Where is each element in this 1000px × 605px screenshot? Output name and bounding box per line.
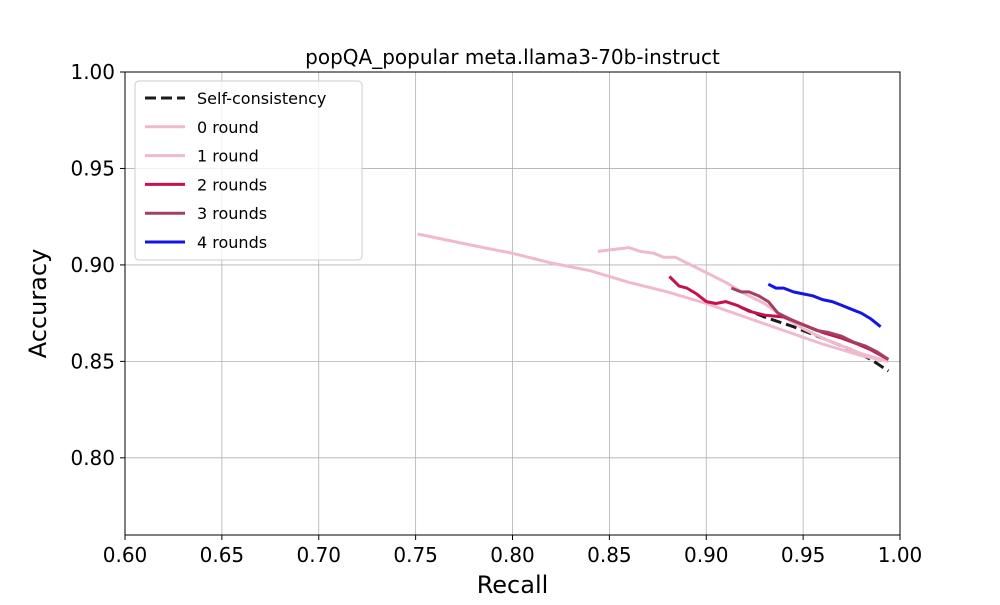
y-tick-label: 0.95 bbox=[70, 156, 115, 180]
legend: Self-consistency 0 round 1 round 2 rounds 3 … bbox=[134, 80, 363, 261]
y-tick-label: 1.00 bbox=[70, 60, 115, 84]
series-line-4 bbox=[730, 286, 890, 361]
x-tick-label: 1.00 bbox=[878, 543, 923, 567]
chart-title: popQA_popular meta.llama3-70b-instruct bbox=[305, 45, 720, 69]
x-tick-label: 0.80 bbox=[490, 543, 535, 567]
series-line-2 bbox=[597, 246, 889, 363]
y-tick-label: 0.80 bbox=[70, 446, 115, 470]
series-line-1 bbox=[417, 232, 889, 363]
series-lines bbox=[417, 232, 890, 373]
x-tick-label: 0.90 bbox=[684, 543, 729, 567]
x-tick-label: 0.95 bbox=[781, 543, 826, 567]
legend-label-4: 3 rounds bbox=[197, 204, 267, 223]
y-axis-label: Accuracy bbox=[24, 249, 52, 359]
legend-label-1: 0 round bbox=[197, 118, 259, 137]
legend-label-5: 4 rounds bbox=[197, 233, 267, 252]
x-tick-label: 0.60 bbox=[103, 543, 148, 567]
x-tick-label: 0.85 bbox=[587, 543, 632, 567]
legend-box bbox=[134, 80, 363, 261]
x-tick-label: 0.65 bbox=[200, 543, 245, 567]
x-tick-label: 0.75 bbox=[393, 543, 438, 567]
legend-label-0: Self-consistency bbox=[197, 89, 326, 108]
y-tick-label: 0.90 bbox=[70, 253, 115, 277]
legend-label-2: 1 round bbox=[197, 147, 259, 166]
y-tick-label: 0.85 bbox=[70, 349, 115, 373]
x-axis-label: Recall bbox=[477, 571, 549, 599]
x-tick-label: 0.70 bbox=[296, 543, 341, 567]
legend-label-3: 2 rounds bbox=[197, 175, 267, 194]
series-line-5 bbox=[767, 282, 882, 328]
axis-ticks: 0.60 0.65 0.70 0.75 0.80 0.85 0.90 0.95 1.00 0.80… bbox=[70, 60, 922, 567]
